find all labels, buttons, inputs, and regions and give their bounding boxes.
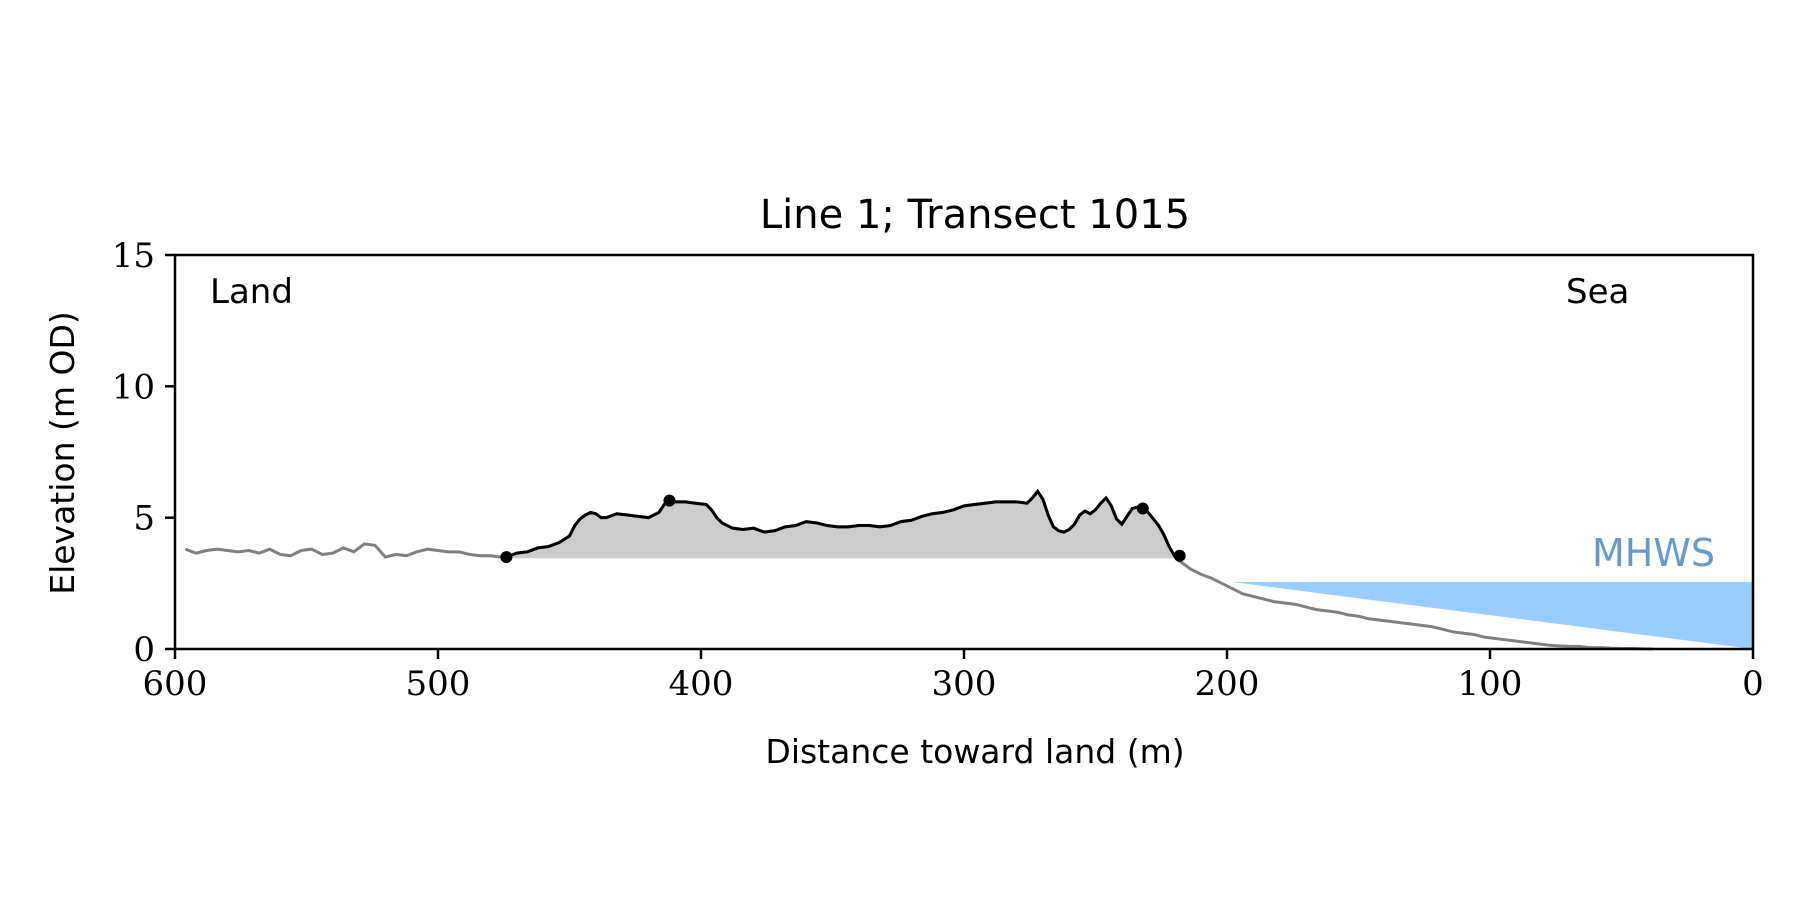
profile-line: [184, 488, 1654, 651]
chart-title: Line 1; Transect 1015: [760, 192, 1190, 238]
y-tick-label-0: 0: [133, 630, 155, 670]
y-tick-label-5: 5: [133, 499, 155, 539]
dune-line: [505, 488, 1181, 563]
dune-fill: [506, 491, 1180, 559]
y-tick-label-15: 15: [112, 236, 155, 276]
mhws-sea-fill: [1232, 582, 1753, 649]
land-label: Land: [210, 272, 293, 312]
y-axis-label: Elevation (m OD): [43, 311, 82, 595]
x-tick-label-500: 500: [406, 664, 471, 704]
x-tick-label-400: 400: [669, 664, 734, 704]
x-tick-label-0: 0: [1742, 664, 1764, 704]
dune-marker-2: [1136, 502, 1149, 515]
y-tick-label-10: 10: [112, 367, 155, 407]
x-tick-label-200: 200: [1195, 664, 1260, 704]
dune-marker-0: [500, 551, 513, 564]
mhws-label: MHWS: [1592, 531, 1715, 575]
x-tick-label-300: 300: [932, 664, 997, 704]
x-axis-label: Distance toward land (m): [765, 732, 1184, 771]
x-tick-label-600: 600: [143, 664, 208, 704]
plot-area: MHWS 600 500 400 300 200 100 0 0 5 10 15: [112, 236, 1764, 704]
sea-label: Sea: [1566, 272, 1629, 312]
x-tick-label-100: 100: [1458, 664, 1523, 704]
dune-marker-1: [663, 494, 676, 507]
dune-marker-3: [1173, 549, 1186, 562]
